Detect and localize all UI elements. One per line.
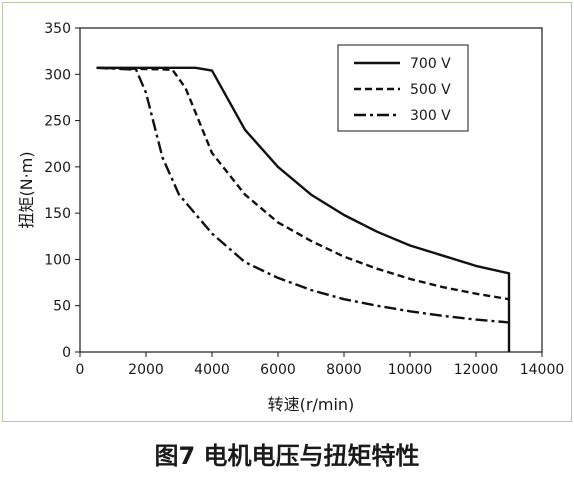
legend-label-2: 500 V <box>410 82 451 98</box>
y-tick-label: 300 <box>44 67 71 83</box>
x-tick-label: 14000 <box>520 362 565 378</box>
x-tick-label: 0 <box>76 362 85 378</box>
y-tick-label: 350 <box>44 21 71 37</box>
y-tick-label: 150 <box>44 206 71 222</box>
series-line-1 <box>96 66 511 352</box>
series-line-3 <box>96 66 510 324</box>
y-tick-label: 50 <box>53 299 71 315</box>
x-tick-label: 6000 <box>260 362 296 378</box>
figure-caption: 图7 电机电压与扭矩特性 <box>154 442 420 470</box>
y-axis-label: 扭矩(N·m) <box>17 151 36 228</box>
y-axis: 0 50 100 150 200 250 300 350 <box>44 21 80 361</box>
legend-label-1: 700 V <box>410 56 451 72</box>
x-tick-label: 2000 <box>128 362 164 378</box>
plot-area <box>79 27 543 353</box>
y-tick-label: 250 <box>44 114 71 130</box>
x-axis-label: 转速(r/min) <box>268 395 355 414</box>
x-tick-label: 12000 <box>454 362 499 378</box>
x-tick-label: 4000 <box>194 362 230 378</box>
torque-speed-chart: 0 2000 4000 6000 8000 10000 12000 14000 0 50 100 1… <box>17 21 565 414</box>
x-tick-label: 8000 <box>326 362 362 378</box>
y-tick-label: 100 <box>44 252 71 268</box>
y-tick-label: 200 <box>44 160 71 176</box>
legend: 700 V 500 V 300 V <box>337 44 469 132</box>
y-tick-label: 0 <box>62 345 71 361</box>
series-line-2 <box>96 66 510 301</box>
x-axis: 0 2000 4000 6000 8000 10000 12000 14000 <box>76 352 565 378</box>
legend-label-3: 300 V <box>410 108 451 124</box>
x-tick-label: 10000 <box>388 362 433 378</box>
series-lines <box>96 66 511 352</box>
